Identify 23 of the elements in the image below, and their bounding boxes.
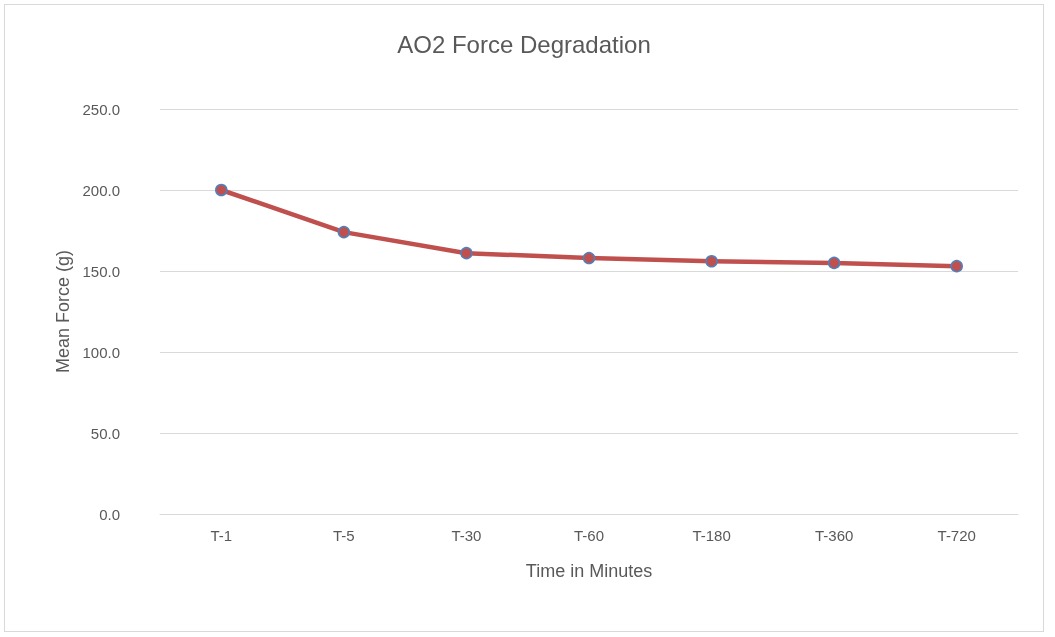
point [827, 256, 841, 270]
y-tick-label: 0.0 [99, 505, 120, 523]
chart-title: AO2 Force Degradation [397, 30, 651, 58]
y-tick-label: 50.0 [90, 424, 120, 442]
point [215, 183, 228, 197]
x-tick-label: T-360 [814, 527, 854, 544]
y-tick-label: 100.0 [82, 343, 120, 361]
x-tick-label: T-30 [451, 527, 482, 544]
point [460, 246, 473, 260]
point [705, 255, 718, 268]
point [950, 259, 963, 273]
y-tick-label: 250.0 [82, 100, 120, 118]
x-tick-label: T-180 [692, 527, 731, 544]
x-tick-label: T-1 [210, 527, 233, 544]
point [582, 251, 596, 265]
x-axis-title: Time in Minutes [525, 561, 653, 581]
y-axis-title: Mean Force (g) [52, 249, 73, 374]
x-tick-label: T-60 [573, 527, 605, 544]
x-tick-label: T-5 [333, 527, 355, 544]
y-tick-label: 200.0 [82, 181, 120, 199]
y-tick-label: 150.0 [82, 262, 120, 280]
x-tick-label: T-720 [937, 527, 976, 544]
point [337, 225, 351, 239]
